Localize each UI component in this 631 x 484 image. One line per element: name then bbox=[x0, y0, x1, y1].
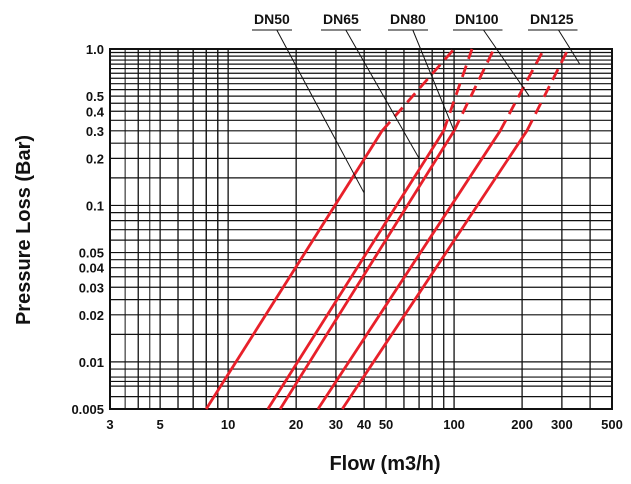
x-tick-label: 30 bbox=[329, 417, 343, 432]
y-tick-label: 0.01 bbox=[79, 355, 104, 370]
series-line-solid-dn100 bbox=[316, 130, 502, 410]
y-tick-label: 0.5 bbox=[86, 89, 104, 104]
y-axis-ticks: 0.005 0.01 0.02 0.03 0.040.05 0.1 0.2 0.3 0.40.5… bbox=[71, 42, 104, 417]
legend-label-dn50: DN50 bbox=[254, 11, 290, 27]
y-tick-label: 0.05 bbox=[79, 246, 104, 261]
series-dn50 bbox=[205, 48, 456, 410]
series-dn65 bbox=[266, 48, 474, 410]
legend-leader-line bbox=[276, 29, 365, 194]
series-line-solid-dn80 bbox=[279, 130, 456, 410]
series-line-dashed-dn65 bbox=[442, 48, 474, 132]
legend-leader-line bbox=[558, 29, 581, 65]
legend-layer: DN50 DN65 DN80 DN100 DN125 bbox=[252, 11, 581, 194]
series-line-solid-dn125 bbox=[341, 130, 529, 410]
x-tick-label: 20 bbox=[289, 417, 303, 432]
series-layer bbox=[205, 48, 570, 410]
x-tick-label: 50 bbox=[379, 417, 393, 432]
series-line-solid-dn65 bbox=[266, 130, 445, 410]
x-tick-label: 3 bbox=[106, 417, 113, 432]
y-tick-label: 0.03 bbox=[79, 280, 104, 295]
series-line-solid-dn50 bbox=[205, 130, 384, 410]
series-dn80 bbox=[279, 48, 496, 410]
series-line-dashed-dn80 bbox=[452, 48, 496, 132]
chart-grid bbox=[109, 48, 613, 410]
legend-label-dn125: DN125 bbox=[530, 11, 574, 27]
series-dn100 bbox=[316, 48, 546, 410]
y-tick-label: 0.2 bbox=[86, 151, 104, 166]
x-tick-label: 40 bbox=[357, 417, 371, 432]
legend-label-dn80: DN80 bbox=[390, 11, 426, 27]
x-tick-label: 200 bbox=[511, 417, 533, 432]
series-line-dashed-dn125 bbox=[525, 48, 570, 132]
series-line-dashed-dn100 bbox=[498, 48, 546, 132]
y-tick-label: 0.04 bbox=[79, 261, 105, 276]
x-axis-title: Flow (m3/h) bbox=[329, 453, 440, 475]
legend-leader-line bbox=[412, 29, 455, 131]
legend-label-dn100: DN100 bbox=[455, 11, 499, 27]
y-tick-label: 1.0 bbox=[86, 42, 104, 57]
x-tick-label: 300 bbox=[551, 417, 573, 432]
y-tick-label: 0.005 bbox=[71, 402, 104, 417]
y-tick-label: 0.3 bbox=[86, 124, 104, 139]
x-tick-label: 5 bbox=[157, 417, 164, 432]
x-axis-ticks: 3 5 10 20 30 40 50 100 200 300 500 bbox=[106, 417, 622, 432]
legend-leader-line bbox=[483, 29, 530, 97]
series-dn125 bbox=[341, 48, 570, 410]
y-tick-label: 0.4 bbox=[86, 104, 105, 119]
y-tick-label: 0.1 bbox=[86, 198, 104, 213]
y-tick-label: 0.02 bbox=[79, 308, 104, 323]
x-tick-label: 10 bbox=[221, 417, 235, 432]
x-tick-label: 500 bbox=[601, 417, 623, 432]
x-tick-label: 100 bbox=[443, 417, 465, 432]
plot-frame bbox=[109, 48, 613, 410]
y-axis-title: Pressure Loss (Bar) bbox=[13, 135, 35, 325]
legend-leader-line bbox=[345, 29, 420, 159]
legend-label-dn65: DN65 bbox=[323, 11, 359, 27]
